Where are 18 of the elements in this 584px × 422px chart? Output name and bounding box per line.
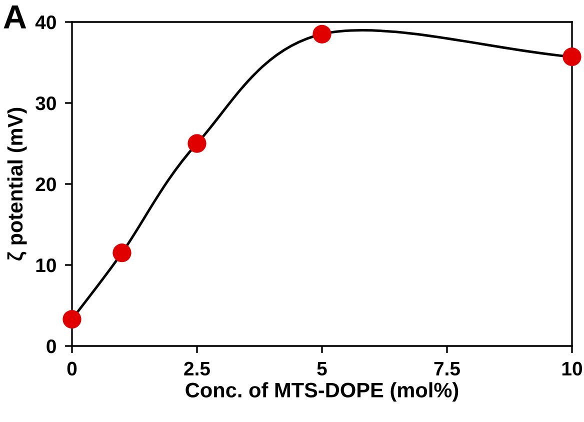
y-tick-label: 20 xyxy=(36,177,56,192)
text: A xyxy=(4,5,26,28)
x-tick-label: 5 xyxy=(317,362,327,376)
point xyxy=(62,310,82,329)
x-tick-label: 0 xyxy=(67,362,77,376)
x-tick-label: 7.5 xyxy=(434,362,460,376)
x-tick-label: 10 xyxy=(562,362,582,376)
y-tick-label: 0 xyxy=(46,339,56,354)
point xyxy=(312,24,332,44)
point xyxy=(112,244,132,262)
x-tick-label: 2.5 xyxy=(184,362,210,376)
y-tick-label: 10 xyxy=(36,258,56,272)
y-axis-title: ζ potential (mV) xyxy=(7,108,27,260)
point xyxy=(188,134,206,153)
point xyxy=(562,48,582,66)
x-axis-title: Conc. of MTS-DOPE (mol%) xyxy=(186,382,458,402)
y-tick-label: 40 xyxy=(35,15,56,30)
y-tick-label: 30 xyxy=(36,96,56,110)
